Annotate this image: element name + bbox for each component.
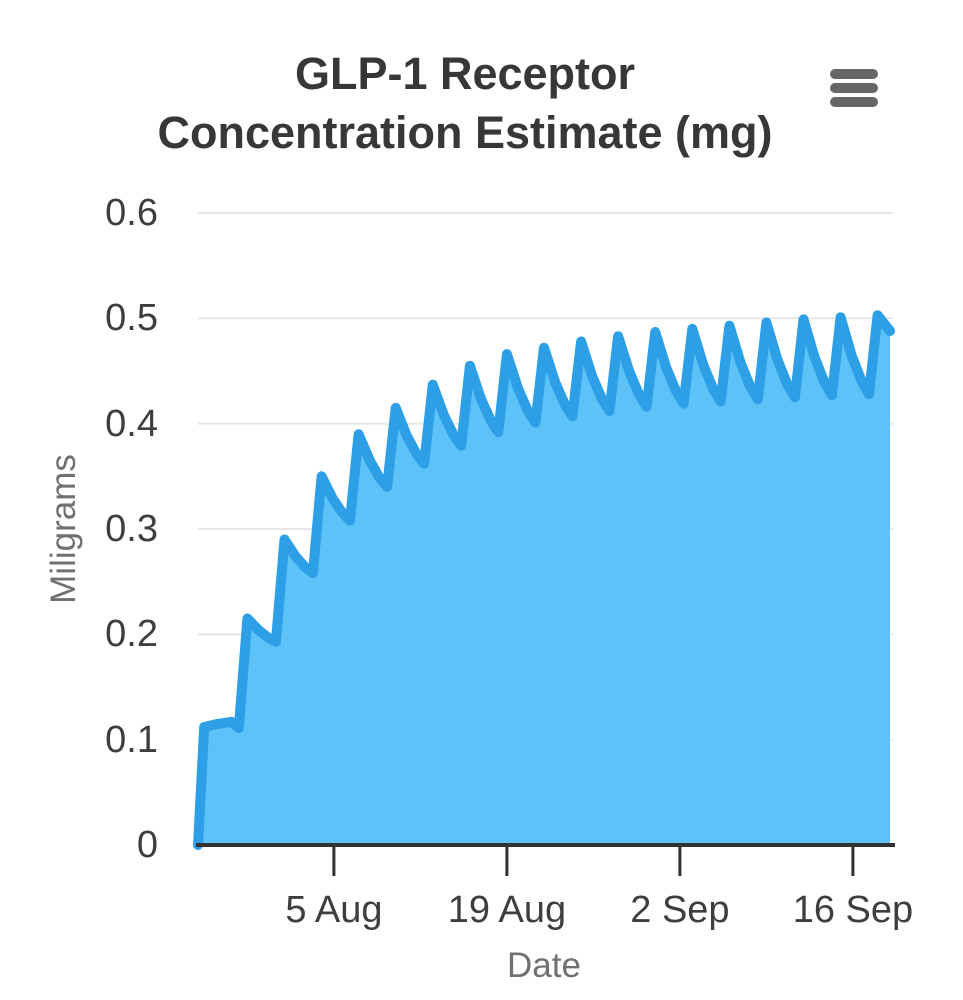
x-axis-title: Date: [507, 946, 581, 985]
x-axis-tick: [851, 847, 855, 876]
chart-title-line-1: GLP-1 Receptor: [294, 48, 636, 99]
x-tick-label: 5 Aug: [285, 889, 383, 931]
x-axis-tick: [678, 847, 682, 876]
x-tick-label: 2 Sep: [630, 889, 730, 931]
x-tick-label: 16 Sep: [792, 889, 914, 931]
y-tick-label: 0.3: [105, 508, 158, 550]
y-tick-label: 0.1: [105, 718, 158, 761]
hamburger-bar: [830, 83, 878, 93]
y-tick-label: 0.2: [105, 613, 158, 656]
chart-title: GLP-1 Receptor Concentration Estimate (m…: [0, 44, 930, 162]
y-tick-label: 0.4: [105, 402, 158, 445]
x-axis: [196, 843, 895, 876]
y-tick-label: 0.5: [105, 297, 158, 340]
chart-title-line-2: Concentration Estimate (mg): [157, 107, 773, 158]
hamburger-bar: [830, 69, 878, 79]
y-tick-label: 0.6: [105, 192, 158, 234]
area-fill: [198, 315, 890, 845]
area-line: [193, 310, 895, 850]
x-tick-label: 19 Aug: [447, 889, 567, 931]
concentration-area-series: [193, 310, 895, 850]
x-axis-tick: [505, 847, 509, 876]
y-tick-label: 0: [136, 824, 158, 866]
hamburger-menu-icon[interactable]: [830, 69, 878, 109]
x-axis-tick: [332, 847, 336, 876]
x-axis-line: [196, 843, 895, 847]
hamburger-bar: [830, 97, 878, 107]
